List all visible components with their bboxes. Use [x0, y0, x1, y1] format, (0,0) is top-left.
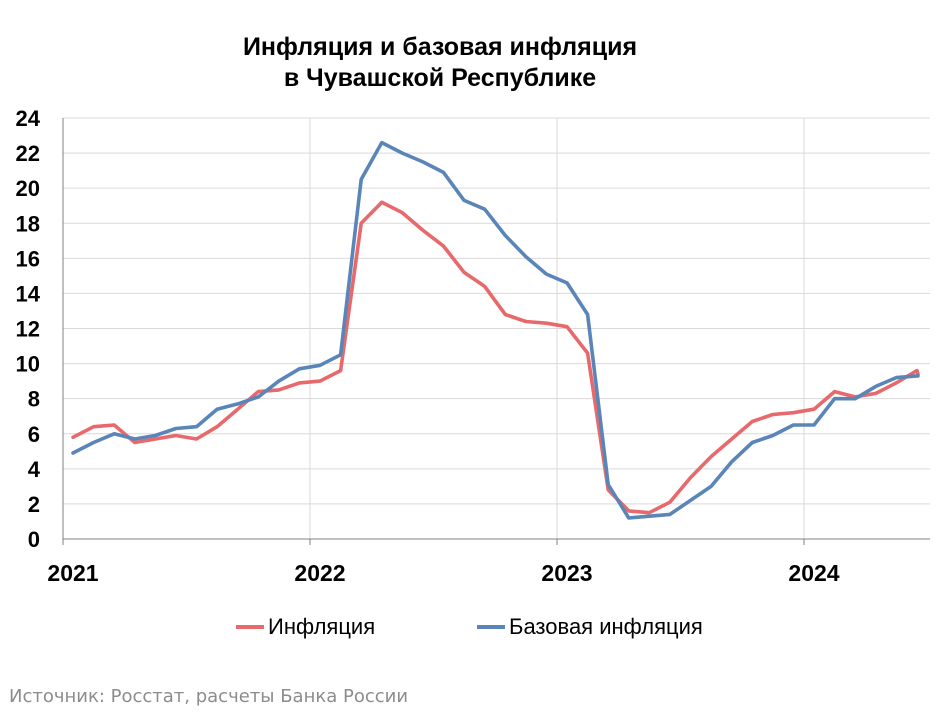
- x-tick-labels: 2021 2022 2023 2024: [47, 560, 839, 586]
- y-tick-label: 16: [16, 246, 40, 271]
- chart-title: Инфляция и базовая инфляция в Чувашской …: [0, 32, 880, 94]
- y-tick-label: 10: [16, 352, 40, 377]
- y-tick-label: 24: [16, 106, 41, 131]
- y-tick-label: 8: [28, 387, 40, 412]
- y-tick-label: 18: [16, 211, 40, 236]
- y-tick-label: 6: [28, 422, 40, 447]
- y-tick-label: 14: [16, 281, 41, 306]
- y-tick-label: 12: [16, 317, 40, 342]
- x-tick-label: 2023: [541, 560, 592, 586]
- chart-title-line-2: в Чувашской Республике: [283, 64, 597, 92]
- y-tick-label: 20: [16, 176, 40, 201]
- legend-item-inflation: Инфляция: [236, 614, 375, 640]
- legend-swatch-core-inflation: [477, 625, 505, 629]
- series-line-core-inflation: [71, 140, 920, 520]
- x-tick-label: 2024: [788, 560, 839, 586]
- x-tick-label: 2022: [294, 560, 345, 586]
- x-tick-label: 2021: [47, 560, 98, 586]
- legend-label-inflation: Инфляция: [268, 614, 376, 639]
- y-tick-label: 2: [28, 492, 40, 517]
- legend-swatch-inflation: [236, 625, 264, 629]
- series-lines: [71, 140, 920, 520]
- source-note: Источник: Росстат, расчеты Банка России: [9, 686, 409, 707]
- axes: [62, 118, 930, 545]
- legend: Инфляция Базовая инфляция: [0, 614, 950, 644]
- legend-label-core-inflation: Базовая инфляция: [509, 614, 703, 639]
- y-tick-label: 0: [28, 527, 40, 552]
- y-tick-label: 4: [28, 457, 41, 482]
- y-tick-label: 22: [16, 141, 40, 166]
- grid-lines: [63, 117, 930, 539]
- legend-item-core-inflation: Базовая инфляция: [477, 614, 703, 640]
- chart-title-line-1: Инфляция и базовая инфляция: [242, 33, 638, 61]
- series-line-inflation: [71, 200, 920, 515]
